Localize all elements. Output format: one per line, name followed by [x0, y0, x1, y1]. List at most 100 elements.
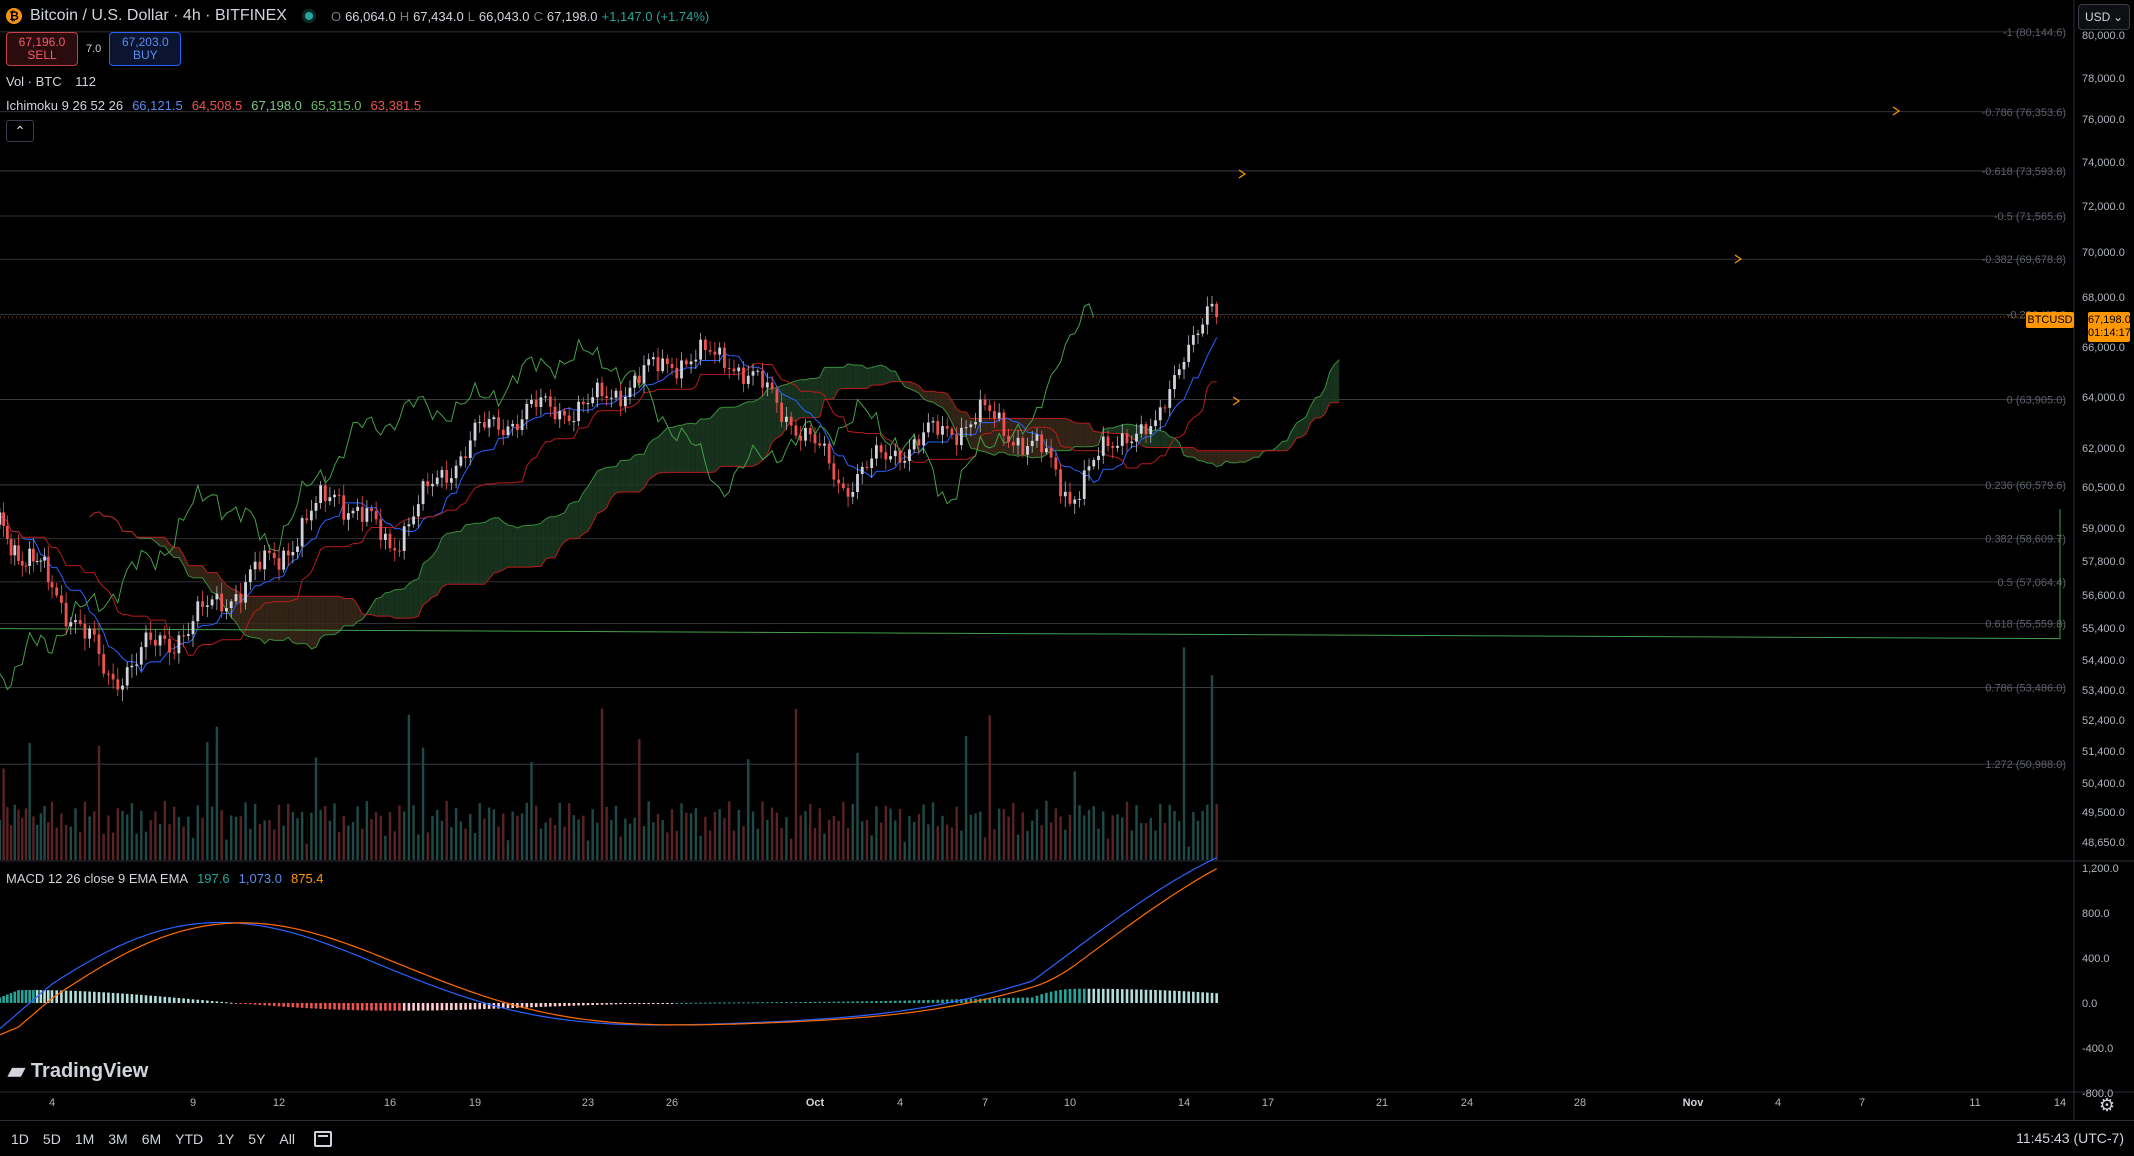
- macd-hist-bar: [211, 1001, 214, 1003]
- macd-hist-bar: [799, 1002, 802, 1003]
- macd-hist-bar: [927, 1000, 930, 1003]
- macd-hist-bar: [329, 1003, 332, 1009]
- volume-bar: [695, 808, 697, 860]
- gear-icon[interactable]: ⚙: [2096, 1094, 2118, 1116]
- calendar-icon[interactable]: [314, 1131, 332, 1147]
- cloud-segment: [555, 515, 560, 558]
- volume-bar: [249, 829, 251, 860]
- range-6m[interactable]: 6M: [137, 1127, 166, 1151]
- candle-body: [417, 504, 420, 516]
- macd-hist-bar: [1149, 990, 1152, 1003]
- cloud-segment: [466, 524, 471, 584]
- cloud-segment: [630, 455, 635, 492]
- ichimoku-legend[interactable]: Ichimoku 9 26 52 26 66,121.5 64,508.5 67…: [6, 98, 421, 113]
- symbol-title[interactable]: Bitcoin / U.S. Dollar · 4h · BITFINEX: [30, 7, 287, 25]
- volume-bar: [0, 820, 1, 860]
- volume-bar: [479, 803, 481, 860]
- candle-body: [21, 561, 24, 566]
- volume-bar: [126, 815, 128, 860]
- candle-body: [1192, 335, 1195, 345]
- range-1m[interactable]: 1M: [70, 1127, 99, 1151]
- price-alert-arrow-icon: [1893, 107, 1899, 115]
- ichimoku-cloud: [90, 360, 1340, 649]
- volume-bar: [145, 832, 147, 860]
- volume-bar: [1022, 812, 1024, 860]
- volume-bar: [310, 813, 312, 860]
- volume-bar: [273, 830, 275, 860]
- volume-bar: [121, 811, 123, 860]
- ichimoku-tenkan-value: 66,121.5: [132, 98, 183, 113]
- volume-bar: [483, 819, 485, 860]
- range-all[interactable]: All: [274, 1127, 300, 1151]
- macd-hist-bar: [558, 1003, 561, 1006]
- macd-legend[interactable]: MACD 12 26 close 9 EMA EMA 197.6 1,073.0…: [6, 871, 324, 886]
- candle-body: [1054, 458, 1057, 470]
- candle-body: [1187, 345, 1190, 362]
- candle-body: [629, 388, 632, 397]
- chevron-up-icon[interactable]: ⌃: [6, 120, 34, 142]
- candle-body: [225, 608, 228, 611]
- candle-body: [126, 667, 129, 685]
- macd-hist-bar: [379, 1003, 382, 1011]
- candle-body: [273, 553, 276, 558]
- candle-body: [780, 403, 783, 422]
- macd-hist-bar: [273, 1003, 276, 1006]
- candle-body: [301, 518, 304, 546]
- macd-hist-bar: [1045, 993, 1048, 1003]
- currency-selector[interactable]: USD ⌄: [2078, 4, 2130, 30]
- candle-body: [633, 376, 636, 388]
- candle-body: [851, 492, 854, 497]
- volume-bar: [1078, 805, 1080, 860]
- range-5y[interactable]: 5Y: [243, 1127, 270, 1151]
- cloud-segment: [395, 590, 400, 619]
- candle-body: [244, 582, 247, 602]
- candle-body: [1211, 304, 1214, 306]
- volume-bar: [187, 817, 189, 860]
- macd-hist-bar: [828, 1002, 831, 1003]
- sell-button[interactable]: 67,196.0 SELL: [6, 32, 78, 66]
- price-tick-label: 78,000.0: [2082, 73, 2125, 85]
- candle-body: [554, 407, 557, 420]
- volume-legend[interactable]: Vol · BTC 112: [6, 74, 96, 89]
- cloud-segment: [564, 504, 569, 542]
- range-1y[interactable]: 1Y: [212, 1127, 239, 1151]
- candle-body: [324, 485, 327, 501]
- volume-bar: [230, 815, 232, 860]
- candle-body: [728, 368, 731, 369]
- volume-bar: [780, 828, 782, 860]
- volume-bar: [742, 826, 744, 860]
- volume-bar: [464, 828, 466, 860]
- change-value: +1,147.0 (+1.74%): [602, 9, 710, 24]
- range-3m[interactable]: 3M: [103, 1127, 132, 1151]
- candle-body: [1164, 407, 1167, 408]
- clock[interactable]: 11:45:43 (UTC-7): [2016, 1130, 2124, 1146]
- volume-bar: [842, 802, 844, 860]
- candle-body: [804, 428, 807, 441]
- range-1d[interactable]: 1D: [6, 1127, 34, 1151]
- volume-bar: [65, 825, 67, 860]
- symbol-header: ₿ Bitcoin / U.S. Dollar · 4h · BITFINEX …: [6, 6, 709, 26]
- macd-hist-bar: [315, 1003, 318, 1009]
- candle-body: [998, 413, 1001, 419]
- volume-bar: [809, 804, 811, 860]
- volume-bar: [21, 818, 23, 860]
- candle-body: [530, 400, 533, 404]
- buy-button[interactable]: 67,203.0 BUY: [109, 32, 181, 66]
- cloud-segment: [399, 589, 404, 619]
- volume-bar: [1050, 822, 1052, 860]
- macd-hist-bar: [1215, 993, 1218, 1003]
- range-ytd[interactable]: YTD: [170, 1127, 208, 1151]
- fib-level-label: -0.382 (69,678.8): [1982, 254, 2066, 266]
- range-5d[interactable]: 5D: [38, 1127, 66, 1151]
- macd-hist-bar: [474, 1003, 477, 1009]
- ichimoku-chikou-value: 67,198.0: [251, 98, 302, 113]
- close-value: 67,198.0: [547, 9, 598, 24]
- candle-body: [1036, 434, 1039, 440]
- cloud-segment: [284, 596, 289, 640]
- volume-bar: [389, 812, 391, 860]
- cloud-segment: [288, 596, 293, 642]
- tradingview-logo[interactable]: ▰ TradingView: [8, 1058, 148, 1084]
- candle-body: [675, 368, 678, 378]
- cloud-segment: [484, 520, 489, 584]
